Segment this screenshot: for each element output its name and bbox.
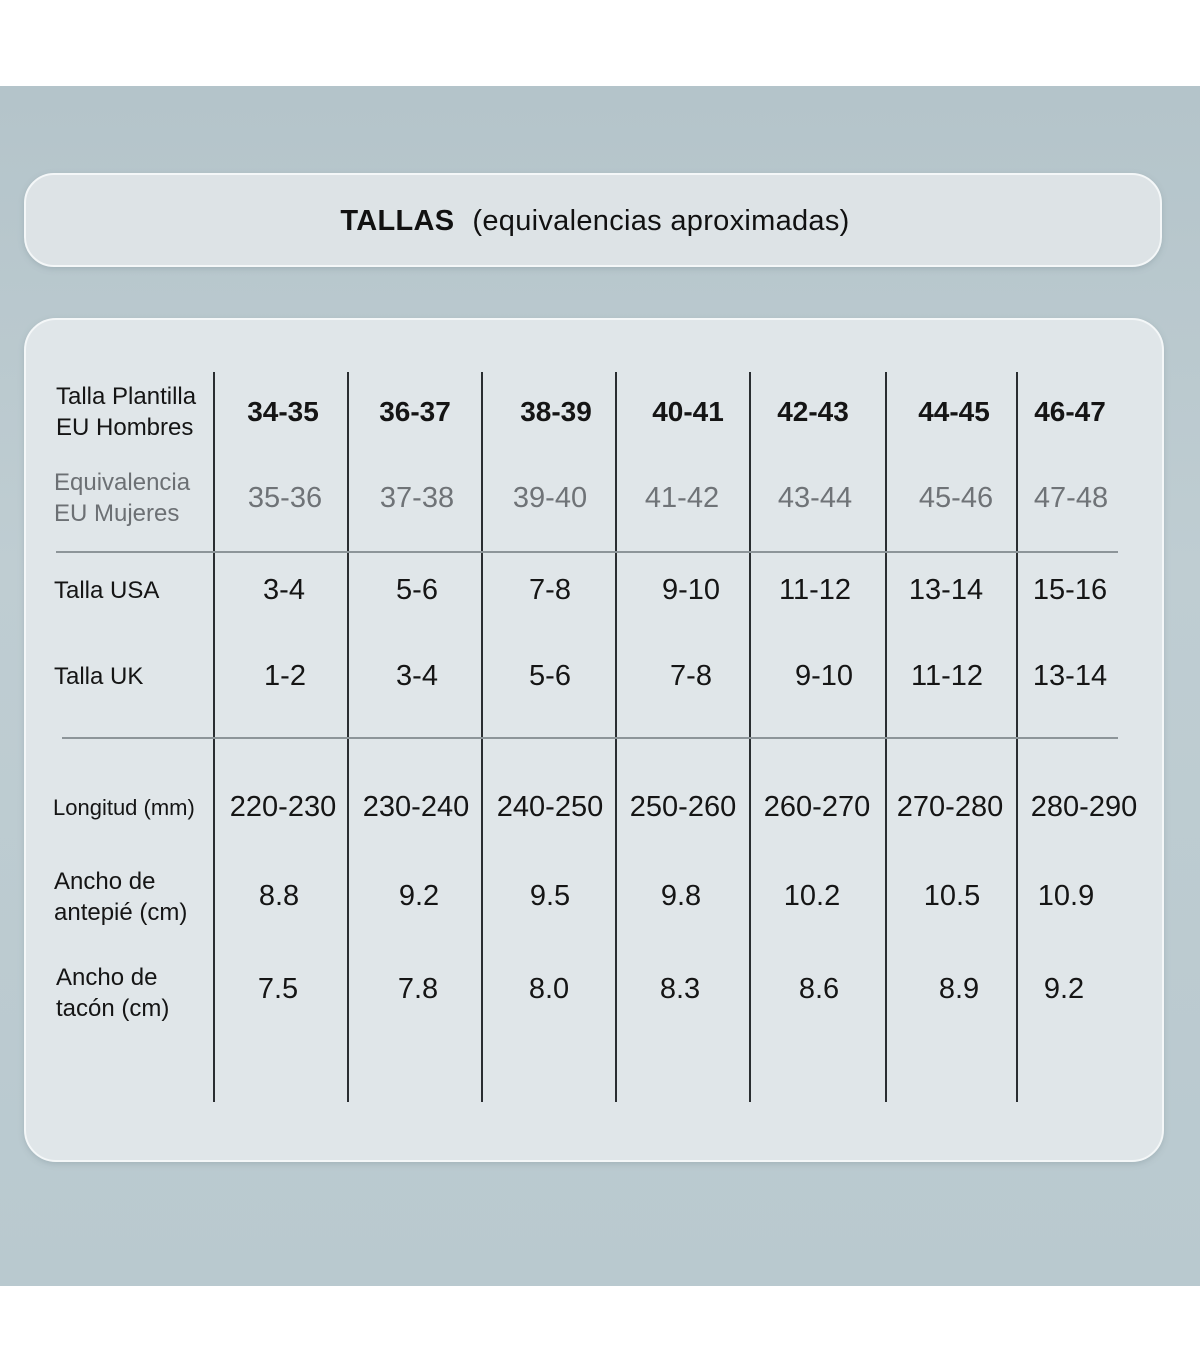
page-title: TALLAS (equivalencias aproximadas) <box>26 205 1164 238</box>
size-table-panel <box>24 318 1164 1162</box>
cell-eu-men: 38-39 <box>520 396 592 427</box>
cell-length: 250-260 <box>629 791 737 823</box>
cell-length: 260-270 <box>763 791 871 823</box>
cell-eu-women: 43-44 <box>777 482 853 514</box>
row-label-length: Longitud (mm) <box>53 795 195 820</box>
cell-forefoot: 10.2 <box>783 880 841 912</box>
cell-eu-men: 46-47 <box>1034 396 1106 427</box>
cell-usa: 13-14 <box>908 574 984 606</box>
cell-heel: 9.2 <box>1043 973 1085 1005</box>
cell-heel: 8.6 <box>798 973 840 1005</box>
cell-uk: 3-4 <box>396 660 438 692</box>
cell-uk: 7-8 <box>670 660 712 692</box>
cell-eu-women: 47-48 <box>1033 482 1109 514</box>
cell-usa: 3-4 <box>263 574 305 606</box>
cell-heel: 8.3 <box>659 973 701 1005</box>
cell-forefoot: 10.9 <box>1037 880 1095 912</box>
cell-heel: 7.5 <box>257 973 299 1005</box>
cell-eu-men: 40-41 <box>652 396 724 427</box>
row-label-heel: Ancho de tacón (cm) <box>56 964 170 1022</box>
cell-usa: 7-8 <box>529 574 571 606</box>
cell-forefoot: 9.5 <box>529 880 571 912</box>
cell-forefoot: 8.8 <box>258 880 300 912</box>
cell-eu-men: 36-37 <box>379 396 451 427</box>
cell-usa: 11-12 <box>778 574 852 606</box>
cell-forefoot: 10.5 <box>923 880 981 912</box>
cell-eu-women: 45-46 <box>918 482 994 514</box>
cell-uk: 1-2 <box>264 660 306 692</box>
cell-forefoot: 9.2 <box>398 880 440 912</box>
row-label-eu-women: Equivalencia EU Mujeres <box>54 469 191 527</box>
row-divider <box>62 737 1118 739</box>
title-main: TALLAS <box>340 205 455 237</box>
row-label-usa: Talla USA <box>54 577 160 604</box>
cell-forefoot: 9.8 <box>660 880 702 912</box>
row-label-forefoot: Ancho de antepié (cm) <box>54 868 188 926</box>
row-divider <box>56 551 1118 553</box>
title-banner: TALLAS (equivalencias aproximadas) <box>24 173 1162 267</box>
cell-uk: 11-12 <box>910 660 984 692</box>
row-label-eu-men: Talla Plantilla EU Hombres <box>56 383 197 441</box>
cell-usa: 15-16 <box>1032 574 1108 606</box>
cell-heel: 8.0 <box>528 973 570 1005</box>
cell-eu-women: 41-42 <box>644 482 720 514</box>
cell-uk: 5-6 <box>529 660 571 692</box>
cell-length: 280-290 <box>1030 791 1138 823</box>
cell-eu-women: 39-40 <box>512 482 588 514</box>
cell-eu-men: 34-35 <box>247 396 319 427</box>
cell-eu-men: 44-45 <box>918 396 990 427</box>
cell-length: 240-250 <box>496 791 604 823</box>
cell-eu-women: 37-38 <box>379 482 455 514</box>
row-label-uk: Talla UK <box>54 663 144 690</box>
cell-usa: 5-6 <box>396 574 438 606</box>
cell-length: 270-280 <box>896 791 1004 823</box>
cell-usa: 9-10 <box>661 574 721 606</box>
cell-heel: 7.8 <box>397 973 439 1005</box>
cell-heel: 8.9 <box>938 973 980 1005</box>
cell-length: 220-230 <box>229 791 337 823</box>
cell-uk: 9-10 <box>794 660 854 692</box>
title-subtitle: (equivalencias aproximadas) <box>472 205 850 237</box>
cell-uk: 13-14 <box>1032 660 1108 692</box>
cell-eu-men: 42-43 <box>777 396 849 427</box>
cell-eu-women: 35-36 <box>247 482 323 514</box>
cell-length: 230-240 <box>362 791 470 823</box>
